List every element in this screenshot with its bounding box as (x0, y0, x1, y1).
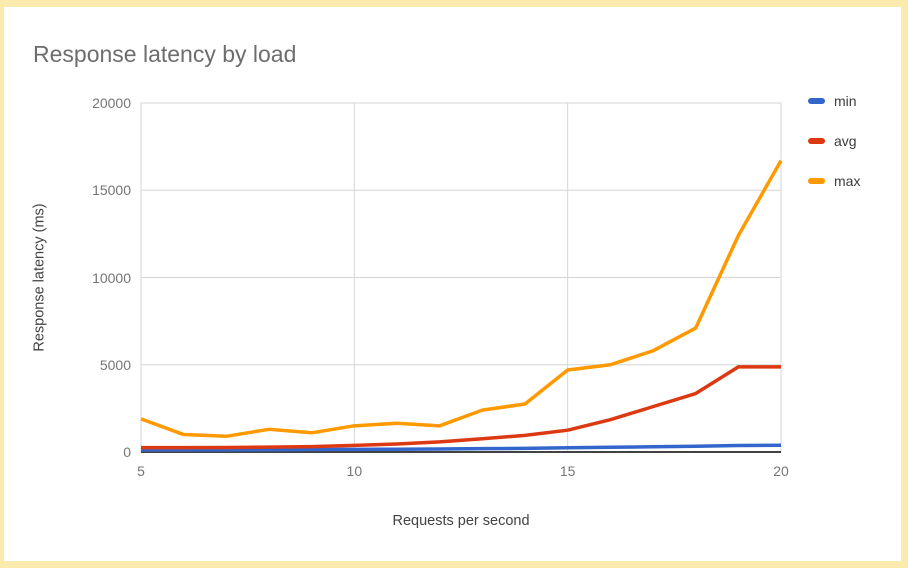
x-tick-label-20: 20 (773, 463, 789, 479)
y-tick-label-0: 0 (123, 444, 131, 460)
legend-item-avg: avg (808, 133, 860, 149)
legend-swatch-max (808, 178, 825, 184)
series-line-avg (141, 365, 781, 450)
legend: min avg max (808, 93, 860, 189)
x-tick-label-15: 15 (559, 463, 576, 479)
y-tick-label-5000: 5000 (99, 356, 131, 373)
series-line-max (140, 159, 783, 439)
chart-title: Response latency by load (33, 41, 297, 67)
y-tick-label-20000: 20000 (92, 95, 131, 111)
legend-label-max: max (834, 173, 861, 189)
legend-label-avg: avg (834, 133, 857, 149)
legend-swatch-avg (808, 138, 825, 144)
x-axis-title: Requests per second (392, 513, 530, 529)
legend-item-min: min (808, 93, 860, 109)
x-tick-label-5: 5 (137, 463, 145, 479)
legend-swatch-min (808, 98, 825, 104)
legend-label-min: min (834, 93, 857, 109)
chart-inner: Response latency by load Response latenc… (4, 7, 901, 561)
y-tick-label-10000: 10000 (92, 269, 131, 286)
legend-item-max: max (808, 173, 860, 189)
y-tick-label-15000: 15000 (92, 182, 131, 199)
x-tick-label-10: 10 (346, 463, 363, 479)
series-line-min (141, 443, 782, 452)
plot-area (140, 102, 783, 453)
